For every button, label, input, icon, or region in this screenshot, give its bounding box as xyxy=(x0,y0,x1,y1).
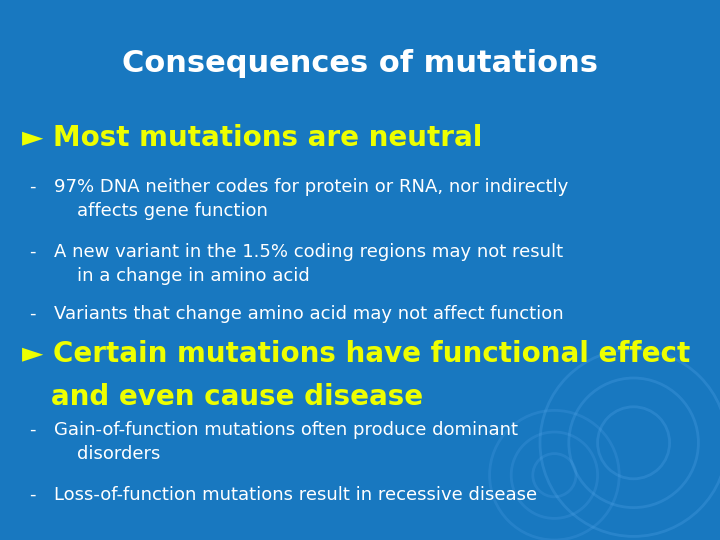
Text: Consequences of mutations: Consequences of mutations xyxy=(122,49,598,78)
Text: and even cause disease: and even cause disease xyxy=(22,383,423,411)
Text: 97% DNA neither codes for protein or RNA, nor indirectly
    affects gene functi: 97% DNA neither codes for protein or RNA… xyxy=(54,178,568,220)
Text: Loss-of-function mutations result in recessive disease: Loss-of-function mutations result in rec… xyxy=(54,486,537,504)
Text: Gain-of-function mutations often produce dominant
    disorders: Gain-of-function mutations often produce… xyxy=(54,421,518,463)
Text: A new variant in the 1.5% coding regions may not result
    in a change in amino: A new variant in the 1.5% coding regions… xyxy=(54,243,563,285)
Text: -: - xyxy=(29,305,35,323)
Text: Variants that change amino acid may not affect function: Variants that change amino acid may not … xyxy=(54,305,564,323)
Text: -: - xyxy=(29,421,35,439)
Text: ► Certain mutations have functional effect: ► Certain mutations have functional effe… xyxy=(22,340,690,368)
Text: -: - xyxy=(29,486,35,504)
Text: -: - xyxy=(29,178,35,196)
Text: -: - xyxy=(29,243,35,261)
Text: ► Most mutations are neutral: ► Most mutations are neutral xyxy=(22,124,482,152)
